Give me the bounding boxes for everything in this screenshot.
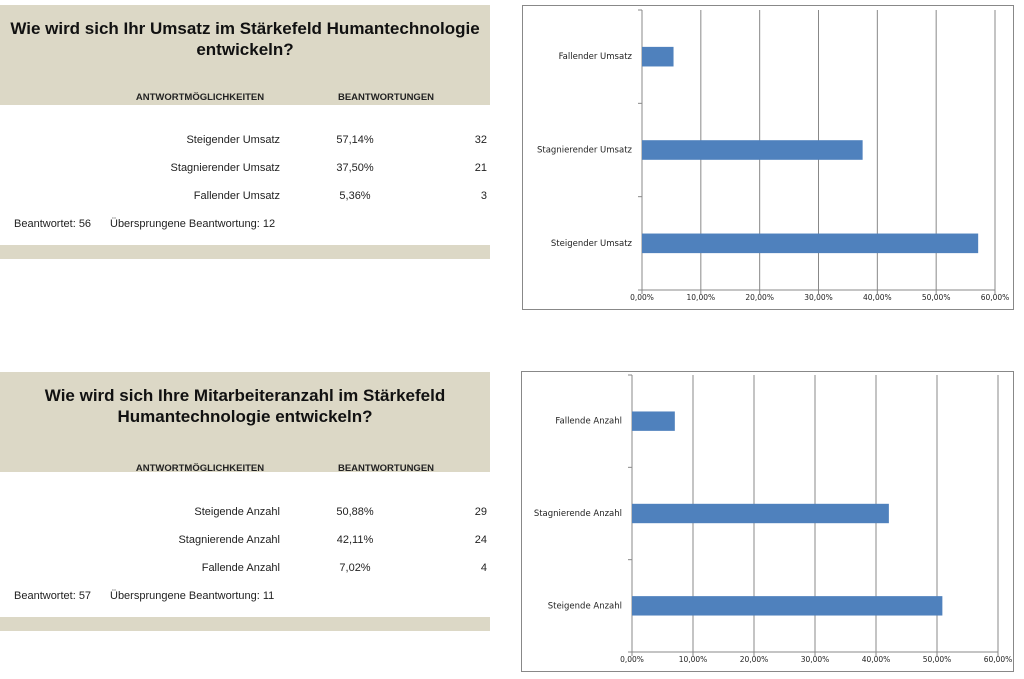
answer-count: 21 bbox=[474, 162, 487, 174]
answer-count: 29 bbox=[474, 506, 487, 518]
table-title: Wie wird sich Ihre Mitarbeiteranzahl im … bbox=[44, 386, 446, 426]
x-tick-label: 20,00% bbox=[740, 655, 769, 664]
answer-percent: 57,14% bbox=[336, 134, 374, 146]
answer-count: 32 bbox=[474, 134, 487, 146]
x-tick-label: 10,00% bbox=[687, 293, 716, 302]
category-label: Steigender Umsatz bbox=[551, 239, 633, 249]
x-tick-label: 0,00% bbox=[630, 293, 654, 302]
title-band bbox=[0, 5, 490, 105]
answer-label: Stagnierende Anzahl bbox=[178, 534, 280, 546]
x-tick-label: 0,00% bbox=[620, 655, 644, 664]
x-tick-label: 10,00% bbox=[679, 655, 708, 664]
category-label: Fallender Umsatz bbox=[559, 52, 633, 62]
skipped-count: Übersprungene Beantwortung: 12 bbox=[110, 218, 276, 230]
answer-label: Steigende Anzahl bbox=[194, 506, 280, 518]
category-label: Steigende Anzahl bbox=[548, 601, 622, 611]
bar bbox=[632, 596, 943, 616]
answered-count: Beantwortet: 57 bbox=[14, 590, 92, 602]
answer-count: 3 bbox=[480, 190, 487, 202]
footer-band bbox=[0, 617, 490, 631]
bar bbox=[632, 411, 675, 431]
answer-percent: 7,02% bbox=[339, 562, 371, 574]
bar bbox=[632, 503, 889, 524]
column-header: BEANTWORTUNGEN bbox=[337, 463, 435, 474]
x-tick-label: 40,00% bbox=[863, 293, 892, 302]
answer-percent: 50,88% bbox=[336, 506, 374, 518]
category-label: Stagnierende Anzahl bbox=[534, 509, 622, 519]
category-label: Stagnierender Umsatz bbox=[537, 146, 633, 156]
x-tick-label: 50,00% bbox=[923, 655, 952, 664]
title-band bbox=[0, 372, 490, 472]
answer-percent: 5,36% bbox=[339, 190, 371, 202]
column-header: BEANTWORTUNGEN bbox=[337, 92, 435, 103]
answered-count: Beantwortet: 56 bbox=[14, 218, 92, 230]
answer-percent: 37,50% bbox=[336, 162, 374, 174]
answer-label: Steigender Umsatz bbox=[186, 134, 280, 146]
bar bbox=[642, 140, 863, 160]
column-header: ANTWORTMÖGLICHKEITEN bbox=[135, 463, 265, 474]
category-label: Fallende Anzahl bbox=[555, 417, 622, 427]
x-tick-label: 50,00% bbox=[922, 293, 951, 302]
footer-band bbox=[0, 245, 490, 259]
skipped-count: Übersprungene Beantwortung: 11 bbox=[110, 590, 275, 602]
bar bbox=[642, 233, 979, 254]
answer-label: Fallender Umsatz bbox=[193, 190, 280, 202]
x-tick-label: 30,00% bbox=[804, 293, 833, 302]
x-tick-label: 30,00% bbox=[801, 655, 830, 664]
answer-count: 4 bbox=[480, 562, 487, 574]
answer-label: Stagnierender Umsatz bbox=[170, 162, 280, 174]
x-tick-label: 60,00% bbox=[984, 655, 1013, 664]
x-tick-label: 20,00% bbox=[745, 293, 774, 302]
table-title: Wie wird sich Ihr Umsatz im Stärkefeld H… bbox=[10, 19, 480, 59]
x-tick-label: 60,00% bbox=[981, 293, 1010, 302]
column-header: ANTWORTMÖGLICHKEITEN bbox=[135, 92, 265, 103]
answer-count: 24 bbox=[474, 534, 487, 546]
x-tick-label: 40,00% bbox=[862, 655, 891, 664]
bar bbox=[642, 46, 674, 67]
answer-percent: 42,11% bbox=[336, 534, 374, 546]
answer-label: Fallende Anzahl bbox=[201, 562, 280, 574]
